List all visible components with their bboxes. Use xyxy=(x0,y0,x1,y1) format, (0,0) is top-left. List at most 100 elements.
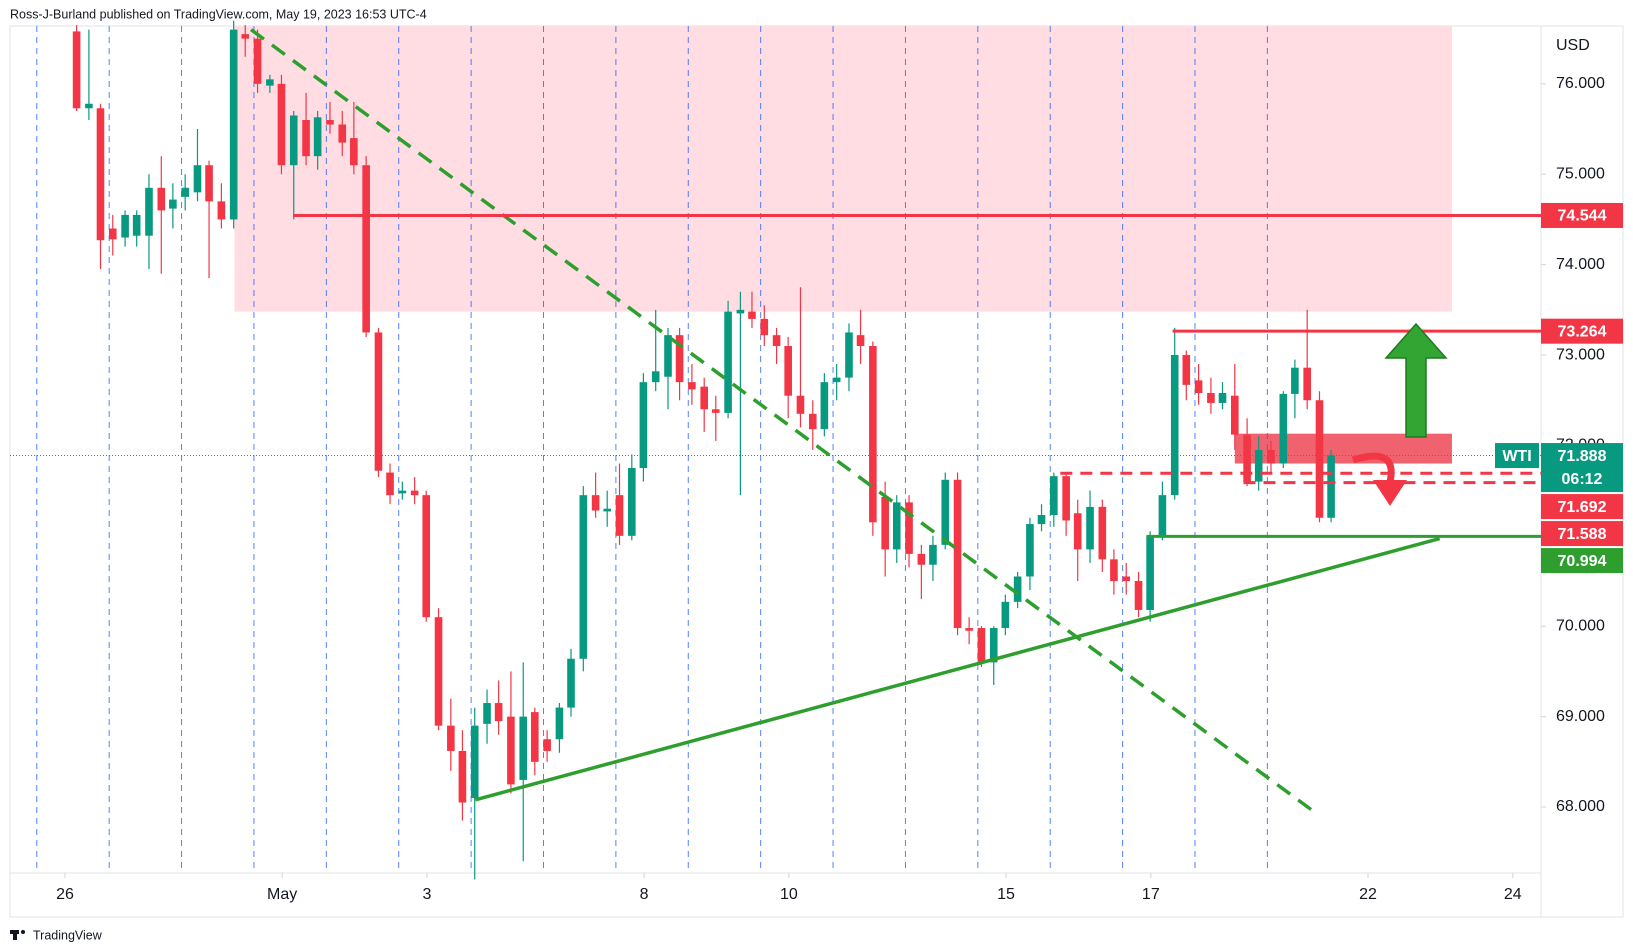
candle-body xyxy=(169,199,177,209)
candle-body xyxy=(1001,601,1010,629)
candle-body xyxy=(386,472,394,496)
currency: USD xyxy=(1556,37,1590,54)
candle-body xyxy=(217,201,226,220)
candle-body xyxy=(1158,495,1167,536)
logo: TradingView xyxy=(10,928,103,942)
candle-body xyxy=(832,377,841,383)
candle-body xyxy=(700,386,708,410)
candle-body xyxy=(157,187,166,211)
price-tag xyxy=(1541,202,1623,228)
x-tick-label: May xyxy=(267,886,297,903)
x-tick-label: 8 xyxy=(640,886,649,903)
candle-body xyxy=(85,103,93,109)
candle-body xyxy=(905,502,913,554)
up-arrow xyxy=(1384,322,1448,438)
candle-body xyxy=(1146,535,1154,610)
x-tick-label: 24 xyxy=(1504,886,1522,903)
candle-body xyxy=(96,108,105,241)
candle-body xyxy=(845,332,853,378)
trendline xyxy=(474,536,1441,802)
candle-body xyxy=(229,29,238,220)
candle-body xyxy=(145,187,153,236)
candle-body xyxy=(736,309,745,314)
candle-body xyxy=(628,468,636,536)
candle-body xyxy=(519,716,528,780)
candle-body xyxy=(72,31,81,109)
arrows xyxy=(1351,322,1448,506)
x-tick-label: 15 xyxy=(997,886,1015,903)
candle-body xyxy=(338,124,347,143)
candle-body xyxy=(591,495,600,511)
price-tags: 68.00069.00070.00072.00073.00074.00075.0… xyxy=(1495,75,1623,815)
zone xyxy=(234,26,1452,312)
candle-body xyxy=(929,544,937,565)
down-arrow-head xyxy=(1373,480,1407,506)
candle-body xyxy=(869,345,877,523)
candle-body xyxy=(277,83,286,166)
candle-body xyxy=(989,628,998,663)
price-tag xyxy=(1541,494,1623,520)
price-tag-label: 71.692 xyxy=(1558,499,1607,516)
candle-body xyxy=(434,617,443,726)
candle-body xyxy=(350,138,358,166)
candle-body xyxy=(302,120,310,157)
candle-body xyxy=(1050,476,1058,516)
candle-body xyxy=(784,345,792,396)
candle-body xyxy=(289,115,298,166)
price-tag-label: 73.264 xyxy=(1558,323,1607,340)
candle-body xyxy=(639,382,648,469)
y-tick-label: 68.000 xyxy=(1556,798,1605,815)
candle-body xyxy=(181,187,189,197)
candle-body xyxy=(422,495,431,618)
candle-body xyxy=(1291,367,1299,394)
candle-body xyxy=(917,553,926,565)
candle-body xyxy=(1134,581,1143,610)
symbol-tag xyxy=(1495,443,1539,469)
candle-body xyxy=(1194,380,1203,394)
y-tick-label: 75.000 xyxy=(1556,165,1605,182)
candle-body xyxy=(965,628,973,631)
candle-body xyxy=(651,371,660,383)
candle-body xyxy=(953,479,962,629)
candle-body xyxy=(531,712,539,762)
candle-body xyxy=(1086,506,1094,550)
candle-body xyxy=(579,495,588,659)
candle-body xyxy=(796,395,805,414)
candle-body xyxy=(567,658,575,708)
candle-body xyxy=(1218,393,1227,403)
candle-body xyxy=(1037,515,1046,525)
candle-body xyxy=(1279,393,1288,464)
publisher-line: Ross-J-Burland published on TradingView.… xyxy=(10,7,427,21)
candle-body xyxy=(1062,476,1070,521)
candle-body xyxy=(856,335,865,346)
candle-body xyxy=(1170,355,1179,496)
last-price-tag xyxy=(1541,443,1623,493)
candle-body xyxy=(555,707,564,740)
candle-body xyxy=(483,703,491,724)
candle-body xyxy=(772,335,781,346)
candle-body xyxy=(543,739,551,751)
candle-body xyxy=(760,318,769,336)
candle-body xyxy=(820,382,829,430)
footer-brand: TradingView xyxy=(33,928,103,942)
logo-mark xyxy=(21,930,25,934)
candle-body xyxy=(1026,524,1034,577)
candle-body xyxy=(941,479,950,545)
candle-body xyxy=(266,79,274,86)
candle-body xyxy=(675,335,684,383)
candle-body xyxy=(1110,559,1118,582)
candle-body xyxy=(1267,449,1275,464)
candle-body xyxy=(1303,367,1311,401)
trendline xyxy=(250,28,1320,817)
x-tick-label: 26 xyxy=(56,886,74,903)
candle-body xyxy=(892,502,901,550)
plot: 26 May 3 8 10 15 17 22 24 xyxy=(10,20,1546,903)
y-tick-label: 74.000 xyxy=(1556,256,1605,273)
candle-body xyxy=(1315,400,1324,518)
candle-body xyxy=(313,117,322,157)
candle-body xyxy=(132,214,141,236)
y-tick-label: 73.000 xyxy=(1556,346,1605,363)
candle-body xyxy=(724,311,732,413)
candle-body xyxy=(808,413,817,430)
